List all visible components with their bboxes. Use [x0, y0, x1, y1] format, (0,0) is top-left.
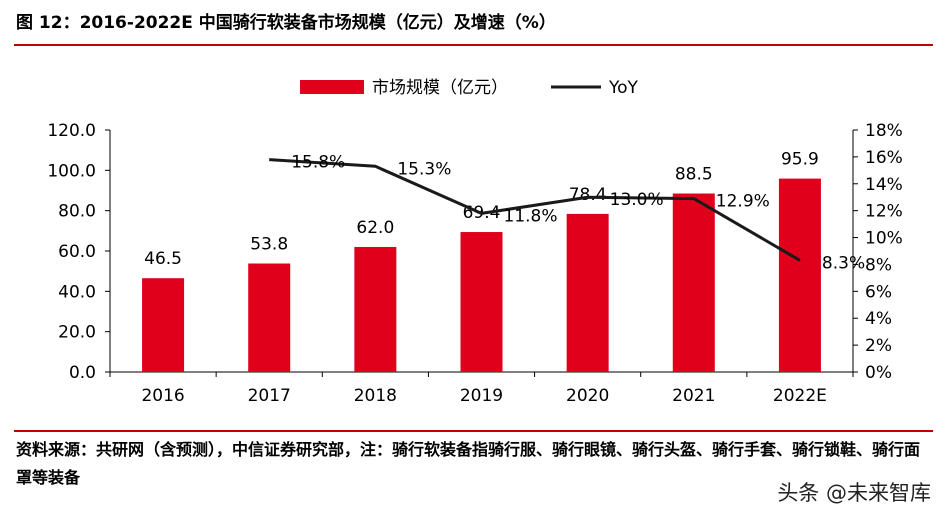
right-tick-label: 16%	[865, 148, 903, 168]
bar-value-label: 53.8	[250, 235, 288, 255]
right-tick-label: 18%	[865, 121, 903, 141]
yoy-value-label: 15.3%	[397, 159, 451, 179]
title-rule	[14, 44, 933, 46]
legend: 市场规模（亿元） YoY	[300, 78, 639, 98]
left-tick-label: 120.0	[47, 121, 96, 141]
bar-value-label: 95.9	[781, 150, 819, 170]
bar	[142, 278, 185, 372]
bar-value-label: 46.5	[144, 249, 182, 269]
x-tick-label: 2020	[566, 386, 609, 406]
yoy-value-label: 11.8%	[504, 206, 558, 226]
bar	[248, 263, 291, 372]
right-tick-label: 6%	[865, 282, 892, 302]
yoy-line-group	[269, 158, 801, 262]
right-tick-label: 0%	[865, 363, 892, 383]
legend-bar-swatch	[300, 80, 364, 94]
chart: 市场规模（亿元） YoY 0.0 20.0 40.0 60.0 80.0 100.0 120…	[47, 78, 902, 406]
left-tick-label: 40.0	[58, 282, 96, 302]
right-tick-label: 2%	[865, 336, 892, 356]
right-tick-label: 10%	[865, 229, 903, 249]
right-tick-label: 4%	[865, 309, 892, 329]
x-tick-label: 2021	[672, 386, 715, 406]
left-tick-label: 80.0	[58, 202, 96, 222]
bar-value-label: 78.4	[569, 185, 607, 205]
yoy-value-label: 15.8%	[291, 153, 345, 173]
yoy-line	[269, 158, 801, 262]
left-tick-label: 0.0	[69, 363, 96, 383]
bar	[778, 178, 821, 372]
source-note: 资料来源：共研网（含预测），中信证券研究部，注：骑行软装备指骑行服、骑行眼镜、骑…	[16, 440, 921, 487]
x-tick-label: 2019	[460, 386, 503, 406]
figure-title: 图 12：2016-2022E 中国骑行软装备市场规模（亿元）及增速（%）	[16, 13, 556, 33]
bar	[672, 193, 715, 372]
yoy-value-label: 8.3%	[822, 253, 865, 273]
right-tick-label: 12%	[865, 202, 903, 222]
yoy-value-label: 13.0%	[610, 190, 664, 210]
bar	[566, 213, 609, 372]
left-tick-label: 60.0	[58, 242, 96, 262]
x-tick-label: 2018	[354, 386, 397, 406]
bar-value-label: 88.5	[675, 165, 713, 185]
x-tick-label: 2022E	[773, 386, 827, 406]
bar	[460, 232, 503, 372]
footer-rule	[14, 430, 933, 432]
legend-bar-label: 市场规模（亿元）	[372, 78, 508, 98]
left-tick-label: 20.0	[58, 323, 96, 343]
legend-line-label: YoY	[608, 78, 639, 98]
bar-value-label: 62.0	[356, 218, 394, 238]
axes: 0.020.040.060.080.0100.0120.00%2%4%6%8%1…	[47, 121, 902, 406]
bars	[142, 178, 821, 372]
watermark: 头条 @未来智库	[777, 481, 931, 505]
yoy-value-label: 12.9%	[716, 192, 770, 212]
right-tick-label: 8%	[865, 255, 892, 275]
left-tick-label: 100.0	[47, 161, 96, 181]
bar	[354, 246, 397, 372]
right-tick-label: 14%	[865, 175, 903, 195]
bar-labels: 46.553.862.069.478.488.595.9	[144, 150, 819, 270]
x-tick-label: 2016	[141, 386, 184, 406]
yoy-labels: 15.8% 15.3% 11.8% 13.0% 12.9% 8.3%	[291, 153, 865, 274]
x-tick-label: 2017	[248, 386, 291, 406]
